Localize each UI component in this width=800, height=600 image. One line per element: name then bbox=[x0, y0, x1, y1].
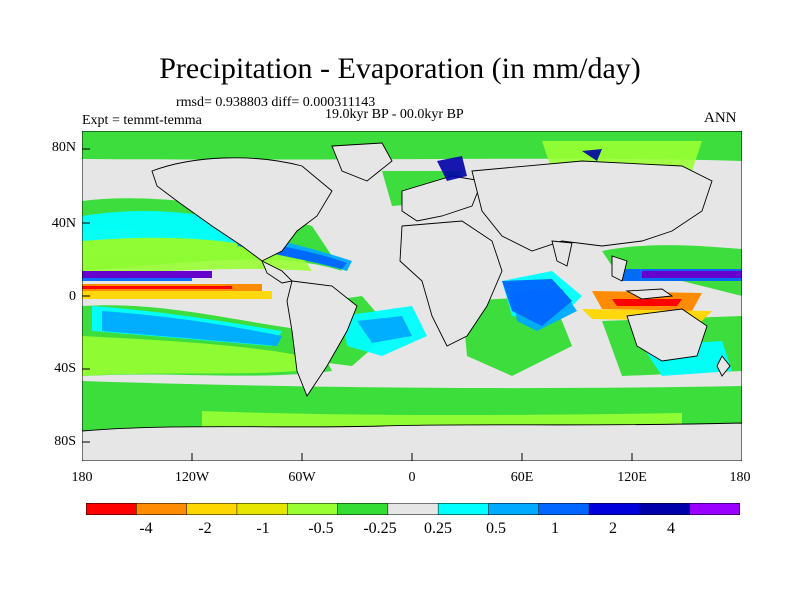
colorbar-cell bbox=[689, 503, 740, 515]
y-tick-label: 0 bbox=[69, 289, 76, 304]
experiment-label: Expt = temmt-temma bbox=[82, 113, 202, 128]
field-purple bbox=[82, 271, 742, 278]
field-red bbox=[82, 286, 682, 306]
colorbar-cell bbox=[86, 503, 138, 515]
colorbar-cell bbox=[236, 503, 288, 515]
colorbar-cell bbox=[337, 503, 389, 515]
y-tick-label: 80S bbox=[54, 434, 76, 449]
x-tick-label: 180 bbox=[729, 470, 751, 485]
x-tick-label: 0 bbox=[408, 470, 416, 485]
y-tick-label: 80N bbox=[51, 140, 76, 155]
x-tick-label: 180 bbox=[71, 470, 93, 485]
x-tick-label: 120E bbox=[617, 470, 647, 485]
y-tick-label: 40S bbox=[54, 361, 76, 376]
colorbar-cell bbox=[437, 503, 490, 515]
colorbar bbox=[86, 503, 740, 515]
colorbar-label: 0.5 bbox=[486, 520, 506, 537]
stats-text: rmsd= 0.938803 diff= 0.000311143 bbox=[176, 95, 376, 110]
colorbar-cell bbox=[387, 503, 439, 515]
colorbar-label: 4 bbox=[667, 520, 675, 537]
colorbar-label: -4 bbox=[139, 520, 153, 537]
colorbar-label: 1 bbox=[551, 520, 559, 537]
colorbar-cell bbox=[639, 503, 691, 515]
colorbar-label: -1 bbox=[256, 520, 270, 537]
colorbar-label: 2 bbox=[609, 520, 617, 537]
x-tick-label: 120W bbox=[174, 470, 210, 485]
field-arctic-blue bbox=[437, 149, 602, 181]
season-label: ANN bbox=[704, 110, 737, 126]
colorbar-label: -0.25 bbox=[363, 520, 397, 537]
colorbar-cell bbox=[286, 503, 339, 515]
colorbar-cell bbox=[538, 503, 590, 515]
colorbar-cell bbox=[488, 503, 540, 515]
colorbar-label: -0.5 bbox=[308, 520, 334, 537]
x-tick-label: 60W bbox=[288, 470, 316, 485]
y-tick-label: 40N bbox=[51, 216, 76, 231]
colorbar-label: -2 bbox=[198, 520, 212, 537]
axis-ticks bbox=[82, 148, 742, 461]
x-tick-label: 60E bbox=[510, 470, 534, 485]
land-masses bbox=[82, 142, 742, 461]
period-text: 19.0kyr BP - 00.0kyr BP bbox=[325, 107, 464, 122]
colorbar-cell bbox=[136, 503, 188, 515]
colorbar-cell bbox=[588, 503, 641, 515]
colorbar-cell bbox=[186, 503, 238, 515]
map-title: Precipitation - Evaporation (in mm/day) bbox=[159, 52, 641, 85]
precipitation-map bbox=[82, 131, 742, 461]
colorbar-label: 0.25 bbox=[424, 520, 452, 537]
